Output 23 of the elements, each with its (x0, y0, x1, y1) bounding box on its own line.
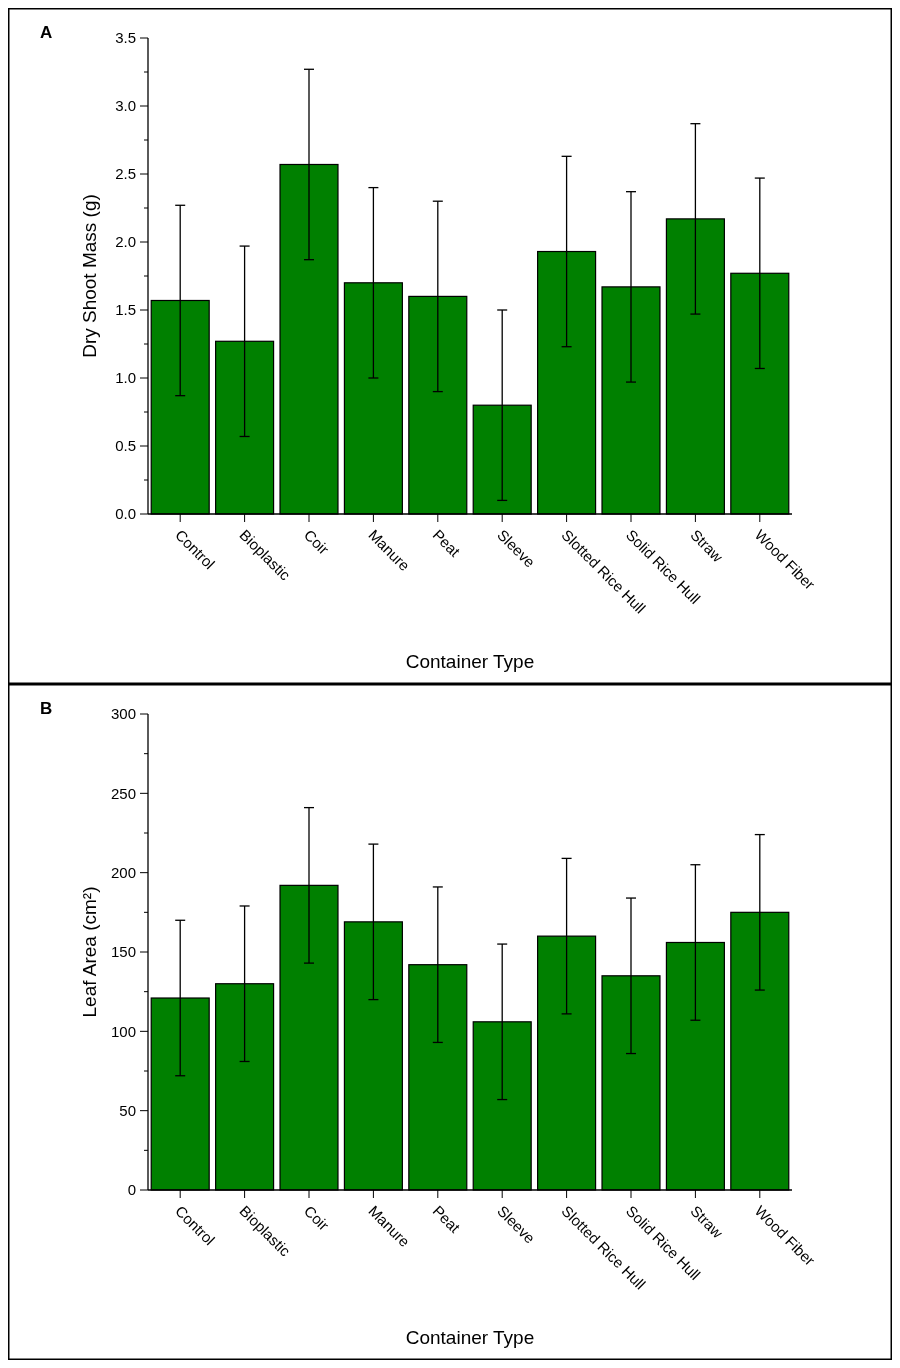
y-tick-label: 250 (110, 784, 136, 802)
y-tick-label: 3.5 (115, 29, 136, 47)
y-tick-label: 0 (127, 1181, 136, 1199)
y-axis-title: Leaf Area (cm²) (79, 886, 100, 1018)
y-tick-label: 50 (119, 1101, 136, 1119)
y-tick-label: 300 (110, 705, 136, 723)
y-axis-title: Dry Shoot Mass (g) (79, 194, 100, 358)
y-tick-label: 1.0 (115, 369, 136, 387)
x-axis-title: Container Type (405, 651, 535, 672)
y-tick-label: 0.0 (115, 505, 136, 523)
chart-title: A (40, 23, 53, 42)
y-tick-label: 1.5 (115, 301, 136, 319)
y-tick-label: 2.0 (115, 233, 136, 251)
y-tick-label: 150 (110, 943, 136, 961)
y-tick-label: 200 (110, 863, 136, 881)
chart-title: B (40, 699, 53, 718)
y-tick-label: 2.5 (115, 165, 136, 183)
x-tick-label: Coir (300, 526, 333, 558)
y-tick-label: 100 (110, 1022, 136, 1040)
x-tick-label: Coir (300, 1202, 333, 1234)
x-axis-title: Container Type (405, 1327, 535, 1348)
y-tick-label: 0.5 (115, 437, 136, 455)
y-tick-label: 3.0 (115, 97, 136, 115)
